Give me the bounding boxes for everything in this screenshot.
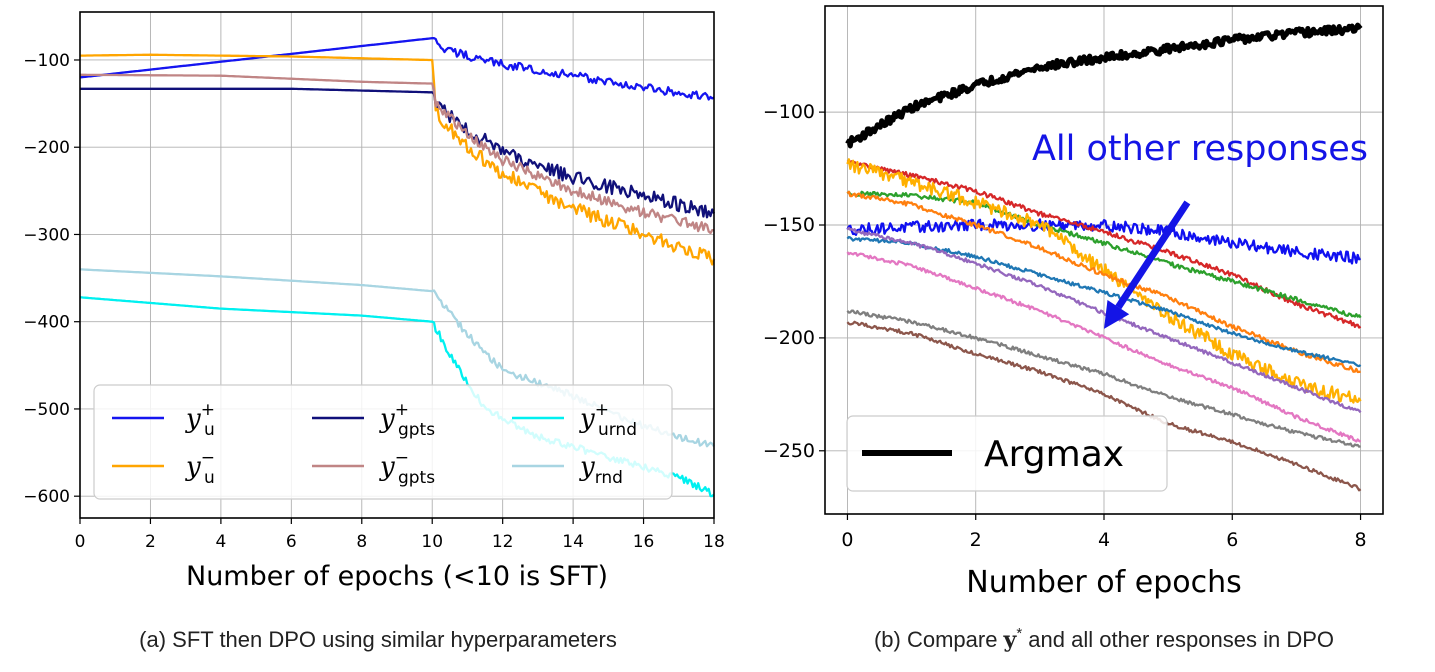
chart-a-frame — [79, 11, 715, 519]
chart-b-legend-box — [846, 415, 1168, 492]
legend-label-sub: urnd — [598, 420, 637, 440]
series-line-ygpts_minus — [80, 73, 715, 235]
x-tick-label: 6 — [286, 532, 297, 552]
series-line-other_blue — [846, 218, 1361, 265]
y-tick-label: −300 — [23, 225, 70, 245]
legend-label-sup: + — [595, 400, 609, 420]
chart-b-caption-sup: * — [1016, 625, 1022, 642]
chart-a-xlabel: Number of epochs (<10 is SFT) — [186, 561, 608, 592]
legend-label-ygpts_minus: y− gpts — [379, 448, 435, 488]
y-tick-label: −250 — [763, 440, 815, 462]
series-line-other_brown — [846, 320, 1362, 492]
legend-label-sub: u — [204, 468, 215, 488]
y-tick-label: −400 — [23, 313, 70, 333]
series-line-other_purple — [846, 226, 1362, 414]
y-tick-label: −100 — [763, 101, 815, 123]
series-line-argmax — [845, 22, 1363, 149]
legend-label-main: y — [379, 404, 395, 434]
x-tick-label: 12 — [492, 532, 514, 552]
x-tick-label: 8 — [1355, 529, 1367, 551]
chart-a: 0 2 4 6 8 10 12 14 16 18−100−200−300−400−500−600 … — [23, 11, 725, 652]
legend-label-sub: u — [204, 420, 215, 440]
chart-b-xlabel: Number of epochs — [966, 565, 1242, 600]
legend-label-sup: + — [201, 400, 215, 420]
y-tick-label: −100 — [23, 51, 70, 71]
x-tick-label: 14 — [562, 532, 584, 552]
legend-label-ygpts_plus: y+ gpts — [379, 400, 435, 440]
x-tick-label: 2 — [145, 532, 156, 552]
x-tick-label: 16 — [633, 532, 655, 552]
x-tick-label: 4 — [215, 532, 226, 552]
x-tick-label: 10 — [421, 532, 443, 552]
chart-b-annotation: All other responses — [1032, 129, 1368, 329]
series-line-yu_minus — [80, 53, 716, 266]
chart-b-caption: (b) Compare y* and all other responses i… — [874, 625, 1334, 653]
legend-label-sup: + — [395, 400, 409, 420]
chart-b-series — [845, 22, 1363, 492]
legend-label-main: y — [185, 404, 201, 434]
legend-label-yu_minus: y− u — [185, 448, 215, 488]
series-line-other_green — [846, 190, 1362, 319]
series-line-ygpts_plus — [80, 87, 716, 219]
legend-label-sub: rnd — [595, 468, 623, 488]
legend-label-main: y — [379, 452, 395, 482]
legend-label-main: y — [579, 404, 595, 434]
legend-label-main: y — [579, 452, 595, 482]
x-tick-label: 2 — [970, 529, 982, 551]
chart-a-ticks: 0 2 4 6 8 10 12 14 16 18 −100 −200 −300 −400 −500 −600 — [23, 51, 725, 552]
legend-label-yu_plus: y+ u — [185, 400, 215, 440]
annotation-arrow-shaft — [1115, 200, 1191, 310]
x-tick-label: 0 — [75, 532, 86, 552]
y-tick-label: −150 — [763, 214, 815, 236]
series-line-other_orange — [846, 190, 1361, 374]
chart-b-legend: Argmax — [846, 415, 1168, 492]
x-tick-label: 0 — [841, 529, 853, 551]
legend-label-yrnd: yrnd — [579, 452, 623, 488]
legend-label-main: y — [185, 452, 201, 482]
series-line-other_gray — [846, 309, 1361, 448]
x-tick-label: 18 — [703, 532, 725, 552]
chart-b-caption-after: and all other responses in DPO — [1022, 627, 1334, 652]
x-tick-label: 8 — [356, 532, 367, 552]
series-line-yu_plus — [79, 37, 715, 101]
x-tick-label: 4 — [1098, 529, 1110, 551]
chart-b-ticks: 0 2 4 6 8 −100 −150 −200 −250 — [763, 101, 1367, 551]
chart-b-annotation-text: All other responses — [1032, 129, 1368, 169]
legend-label-yurnd_plus: y+ urnd — [579, 400, 637, 440]
x-tick-label: 6 — [1226, 529, 1238, 551]
legend-label-sub: gpts — [398, 468, 435, 488]
legend-label-sub: gpts — [398, 420, 435, 440]
legend-argmax-label: Argmax — [984, 434, 1124, 475]
series-line-other_pink — [846, 251, 1362, 443]
chart-a-caption: (a) SFT then DPO using similar hyperpara… — [139, 627, 617, 652]
y-tick-label: −600 — [23, 487, 70, 507]
chart-a-legend-box — [93, 384, 673, 500]
chart-b-caption-symbol: y — [1003, 627, 1018, 653]
y-tick-label: −200 — [23, 138, 70, 158]
chart-b-caption-before: (b) Compare — [874, 627, 1004, 652]
annotation-arrow-head — [1104, 300, 1130, 329]
chart-b: 0 2 4 6 8 −100 −150 −200 −250 Number of epochs A… — [763, 5, 1384, 653]
y-tick-label: −500 — [23, 400, 70, 420]
legend-label-sup: − — [395, 448, 409, 468]
y-tick-label: −200 — [763, 327, 815, 349]
legend-label-sup: − — [201, 448, 215, 468]
